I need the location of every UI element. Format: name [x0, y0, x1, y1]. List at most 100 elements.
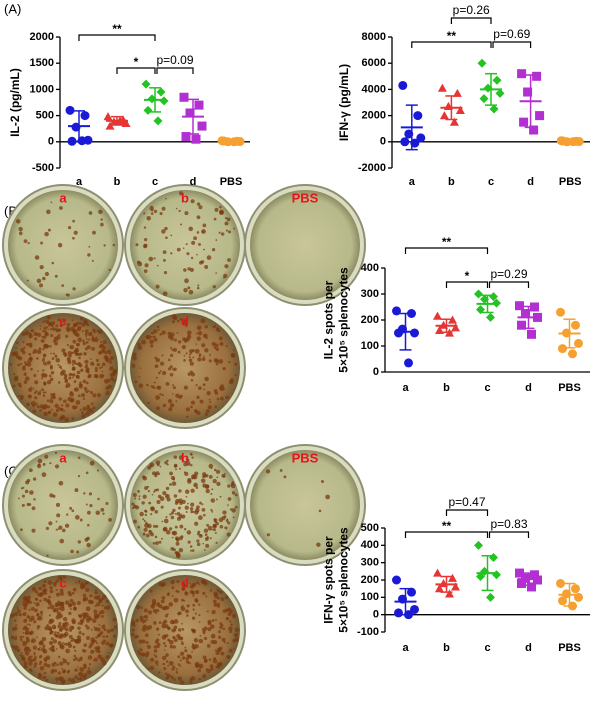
- spot: [186, 330, 192, 336]
- spot: [144, 237, 148, 242]
- spot: [24, 376, 30, 381]
- spot: [189, 361, 194, 366]
- spot: [143, 608, 148, 613]
- spot: [192, 608, 195, 611]
- spot: [161, 537, 163, 540]
- spot: [57, 575, 63, 580]
- spot: [28, 661, 33, 666]
- spot: [85, 390, 89, 394]
- spot: [226, 217, 231, 222]
- spot: [194, 612, 197, 615]
- spot: [10, 635, 15, 640]
- spot: [62, 622, 67, 627]
- spot: [98, 624, 101, 626]
- spot: [201, 503, 204, 506]
- spot: [230, 482, 234, 486]
- spot: [12, 645, 17, 650]
- spot: [49, 377, 54, 382]
- spot: [93, 615, 97, 619]
- spot: [222, 367, 226, 371]
- point: [451, 323, 460, 332]
- spot: [29, 490, 34, 495]
- spot: [51, 357, 55, 360]
- spot: [205, 488, 210, 494]
- spot: [16, 608, 19, 611]
- spot: [207, 621, 212, 626]
- spot: [226, 532, 231, 537]
- spot: [69, 625, 74, 631]
- spot: [83, 352, 87, 356]
- spot: [218, 662, 223, 667]
- spot: [214, 531, 217, 534]
- spot: [43, 597, 48, 602]
- spot: [85, 471, 89, 475]
- spot: [81, 411, 84, 414]
- spot: [143, 226, 147, 229]
- point: [156, 87, 166, 97]
- spot: [213, 346, 216, 349]
- spot: [61, 679, 66, 684]
- spot: [212, 599, 217, 604]
- spot: [26, 361, 29, 363]
- spot: [175, 400, 178, 403]
- spot: [45, 655, 51, 660]
- significance-bracket: [78, 34, 156, 41]
- spot: [26, 402, 30, 407]
- spot: [38, 586, 43, 591]
- spot: [168, 602, 173, 607]
- spot: [59, 206, 63, 210]
- y-tick-label: 0: [373, 609, 379, 621]
- significance-bracket: [116, 67, 156, 74]
- spot: [157, 371, 161, 375]
- spot: [215, 239, 218, 241]
- spot: [137, 345, 143, 351]
- spot: [208, 658, 212, 662]
- significance-label: p=0.29: [490, 267, 527, 281]
- spot: [154, 488, 157, 492]
- spot: [195, 599, 199, 603]
- spot: [87, 375, 91, 379]
- spot: [234, 505, 238, 509]
- spot: [41, 636, 47, 642]
- spot: [33, 331, 38, 337]
- spot: [178, 455, 184, 460]
- spot: [85, 338, 88, 341]
- spot: [195, 508, 200, 513]
- spot: [202, 485, 205, 488]
- spot: [42, 329, 46, 333]
- spot: [48, 640, 54, 645]
- spot: [65, 648, 71, 654]
- spot: [26, 595, 31, 600]
- spot: [55, 579, 59, 583]
- spot: [75, 374, 79, 378]
- spot: [173, 619, 179, 624]
- spot: [47, 599, 51, 604]
- spot: [196, 410, 201, 416]
- spot: [221, 637, 226, 642]
- spot: [56, 631, 60, 635]
- spot: [138, 383, 144, 388]
- spot: [64, 523, 70, 528]
- spot: [101, 370, 104, 373]
- spot: [229, 630, 233, 634]
- point: [571, 320, 580, 330]
- spot: [155, 358, 160, 363]
- spot: [185, 243, 188, 246]
- spot: [36, 405, 40, 409]
- spot: [34, 662, 38, 666]
- spot: [84, 537, 89, 542]
- spot: [190, 405, 193, 409]
- spot: [48, 614, 51, 617]
- spot: [167, 334, 172, 339]
- spot: [196, 336, 201, 341]
- spot: [196, 542, 201, 547]
- spot: [50, 201, 53, 204]
- spot: [172, 368, 175, 371]
- spot: [55, 677, 59, 681]
- point: [65, 105, 75, 115]
- significance-bracket: [450, 17, 492, 24]
- spot: [97, 654, 103, 660]
- spot: [33, 653, 36, 656]
- spot: [43, 404, 48, 409]
- spot: [47, 405, 51, 409]
